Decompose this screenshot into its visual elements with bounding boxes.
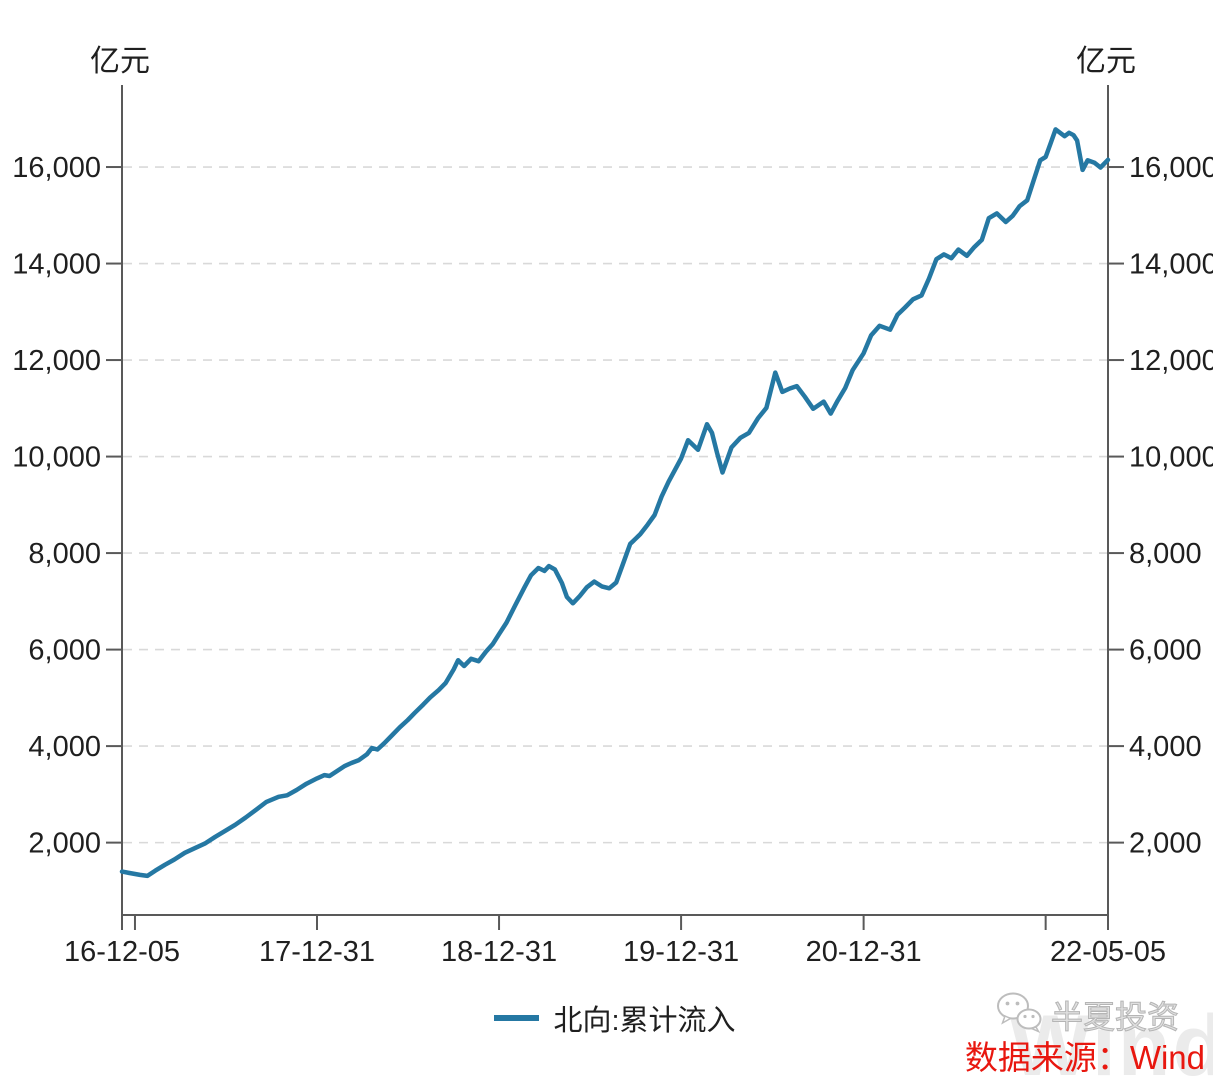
data-line xyxy=(119,127,1111,879)
y-tick-label: 2,000 xyxy=(28,828,101,860)
y-tick-label: 4,000 xyxy=(28,731,101,763)
y-tick-label: 6,000 xyxy=(28,635,101,667)
y-tick-label: 16,000 xyxy=(12,152,101,184)
x-tick-label: 22-05-05 xyxy=(1050,936,1166,968)
y-tick-label: 12,000 xyxy=(1129,345,1213,377)
wechat-icon xyxy=(996,991,1042,1038)
x-tick-label: 19-12-31 xyxy=(623,936,739,968)
brand-watermark: 半夏投资 xyxy=(996,991,1180,1038)
right-axis-title: 亿元 xyxy=(1076,45,1136,78)
legend-line-swatch xyxy=(494,1015,540,1021)
data-source-label: 数据来源：Wind xyxy=(964,1039,1205,1076)
legend: 北向:累计流入 xyxy=(122,997,1108,1039)
brand-name: 半夏投资 xyxy=(1050,998,1179,1035)
legend-label: 北向:累计流入 xyxy=(553,1005,736,1037)
wind-logo-watermark: Wind xyxy=(1009,998,1213,1077)
y-tick-label: 4,000 xyxy=(1129,731,1202,763)
y-tick-label: 16,000 xyxy=(1129,152,1213,184)
axis-frame xyxy=(121,85,1109,916)
y-tick-label: 8,000 xyxy=(1129,538,1202,570)
y-tick-label: 12,000 xyxy=(12,345,101,377)
y-tick-label: 8,000 xyxy=(28,538,101,570)
x-tick-label: 16-12-05 xyxy=(64,936,180,968)
x-tick-label: 20-12-31 xyxy=(806,936,922,968)
y-tick-label: 2,000 xyxy=(1129,828,1202,860)
y-tick-label: 10,000 xyxy=(1129,442,1213,474)
y-tick-label: 14,000 xyxy=(12,249,101,281)
y-tick-label: 6,000 xyxy=(1129,635,1202,667)
x-tick-label: 18-12-31 xyxy=(441,936,557,968)
x-tick-label: 17-12-31 xyxy=(259,936,375,968)
left-axis-title: 亿元 xyxy=(90,45,150,78)
y-tick-label: 10,000 xyxy=(12,442,101,474)
y-tick-label: 14,000 xyxy=(1129,249,1213,281)
